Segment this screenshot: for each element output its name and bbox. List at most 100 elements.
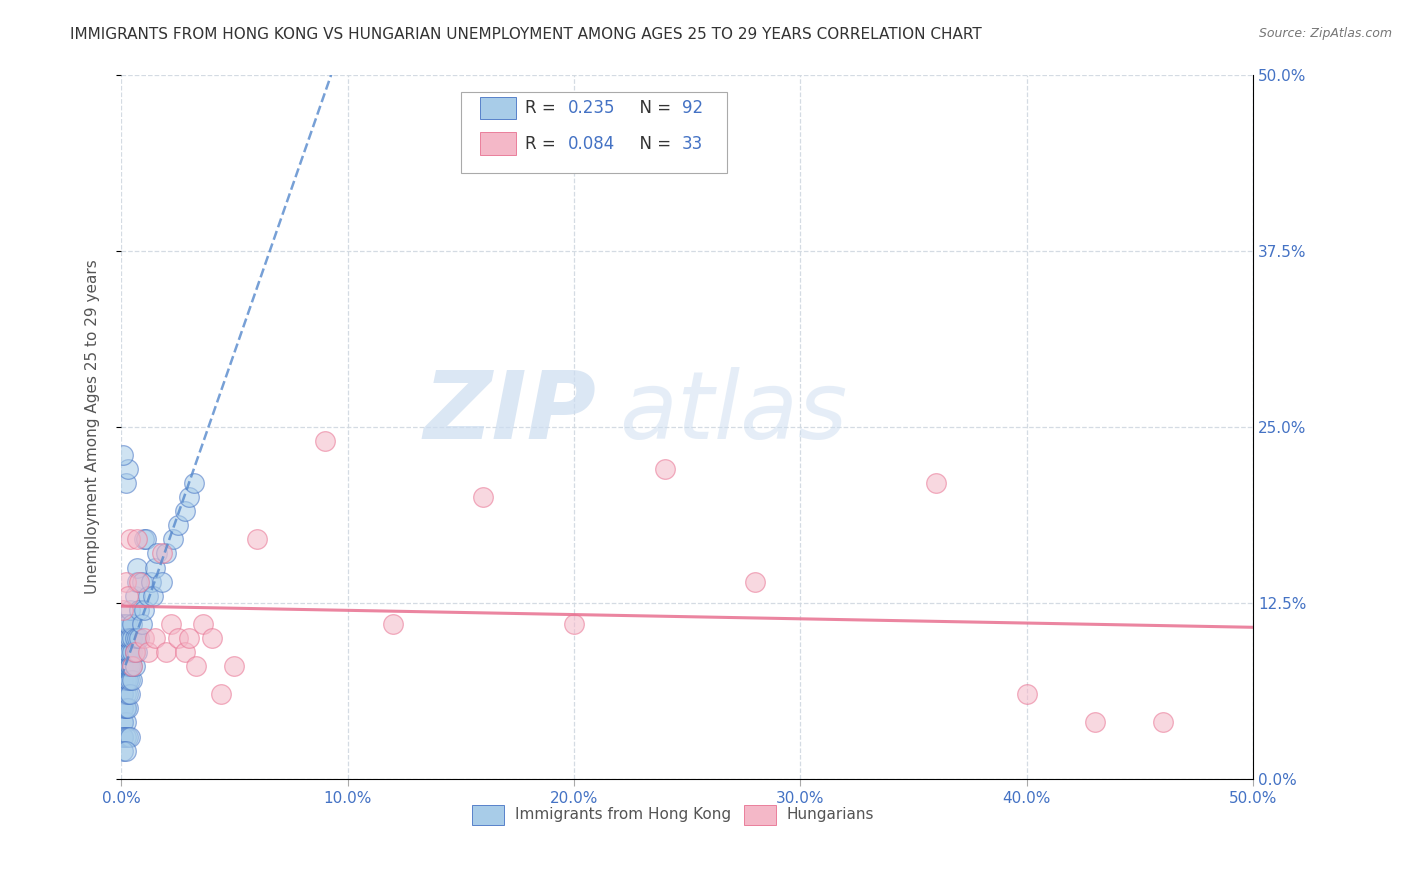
Point	[120, 673, 142, 688]
Point	[136, 645, 159, 659]
Point	[117, 589, 139, 603]
Text: 92: 92	[682, 99, 703, 117]
Point	[125, 574, 148, 589]
Point	[117, 701, 139, 715]
Text: N =: N =	[630, 135, 676, 153]
Text: R =: R =	[526, 135, 561, 153]
Point	[114, 631, 136, 645]
FancyBboxPatch shape	[472, 805, 503, 824]
Point	[114, 659, 136, 673]
Point	[114, 631, 136, 645]
Point	[117, 730, 139, 744]
Point	[112, 631, 135, 645]
Point	[112, 701, 135, 715]
Text: ZIP: ZIP	[423, 367, 596, 458]
Point	[112, 701, 135, 715]
Point	[1015, 687, 1038, 701]
Point	[117, 659, 139, 673]
Point	[139, 574, 162, 589]
Point	[183, 476, 205, 491]
Point	[131, 574, 153, 589]
Point	[132, 603, 155, 617]
Point	[117, 645, 139, 659]
Point	[162, 533, 184, 547]
Point	[117, 631, 139, 645]
Point	[209, 687, 232, 701]
Text: 0.235: 0.235	[568, 99, 616, 117]
Point	[1084, 715, 1107, 730]
Point	[112, 645, 135, 659]
Point	[925, 476, 948, 491]
FancyBboxPatch shape	[479, 132, 516, 155]
Point	[112, 631, 135, 645]
Point	[744, 574, 766, 589]
Point	[112, 659, 135, 673]
Point	[112, 673, 135, 688]
Point	[314, 434, 336, 448]
Point	[155, 645, 177, 659]
Point	[117, 687, 139, 701]
Point	[184, 659, 207, 673]
Point	[120, 603, 142, 617]
FancyBboxPatch shape	[461, 92, 727, 173]
Point	[155, 546, 177, 560]
Point	[224, 659, 246, 673]
Point	[150, 546, 173, 560]
Text: Source: ZipAtlas.com: Source: ZipAtlas.com	[1258, 27, 1392, 40]
Point	[143, 560, 166, 574]
Point	[143, 631, 166, 645]
Text: atlas: atlas	[619, 368, 848, 458]
Text: Hungarians: Hungarians	[787, 807, 875, 822]
Point	[121, 631, 143, 645]
Point	[135, 533, 157, 547]
Point	[112, 730, 135, 744]
Text: 0.084: 0.084	[568, 135, 616, 153]
Point	[121, 659, 143, 673]
Point	[1152, 715, 1174, 730]
Point	[112, 448, 135, 462]
Point	[114, 687, 136, 701]
Point	[112, 673, 135, 688]
FancyBboxPatch shape	[744, 805, 776, 824]
Point	[117, 616, 139, 631]
Point	[114, 659, 136, 673]
Point	[112, 616, 135, 631]
Point	[112, 730, 135, 744]
Point	[114, 574, 136, 589]
Point	[114, 730, 136, 744]
Text: R =: R =	[526, 99, 561, 117]
Point	[125, 560, 148, 574]
Point	[136, 589, 159, 603]
Point	[124, 631, 146, 645]
Point	[112, 645, 135, 659]
Point	[132, 631, 155, 645]
Point	[128, 631, 150, 645]
Point	[166, 518, 188, 533]
FancyBboxPatch shape	[479, 97, 516, 120]
Point	[246, 533, 269, 547]
Point	[120, 687, 142, 701]
Point	[121, 616, 143, 631]
Point	[124, 589, 146, 603]
Point	[120, 631, 142, 645]
Point	[121, 659, 143, 673]
Point	[177, 631, 200, 645]
Point	[112, 687, 135, 701]
Text: N =: N =	[630, 99, 676, 117]
Point	[112, 744, 135, 758]
Point	[132, 533, 155, 547]
Point	[128, 574, 150, 589]
Point	[131, 616, 153, 631]
Point	[114, 701, 136, 715]
Text: IMMIGRANTS FROM HONG KONG VS HUNGARIAN UNEMPLOYMENT AMONG AGES 25 TO 29 YEARS CO: IMMIGRANTS FROM HONG KONG VS HUNGARIAN U…	[70, 27, 981, 42]
Point	[191, 616, 214, 631]
Point	[117, 673, 139, 688]
Point	[114, 744, 136, 758]
Point	[112, 659, 135, 673]
Point	[173, 645, 195, 659]
Point	[112, 701, 135, 715]
Point	[472, 490, 495, 504]
Point	[124, 659, 146, 673]
Point	[654, 462, 676, 476]
Point	[117, 462, 139, 476]
